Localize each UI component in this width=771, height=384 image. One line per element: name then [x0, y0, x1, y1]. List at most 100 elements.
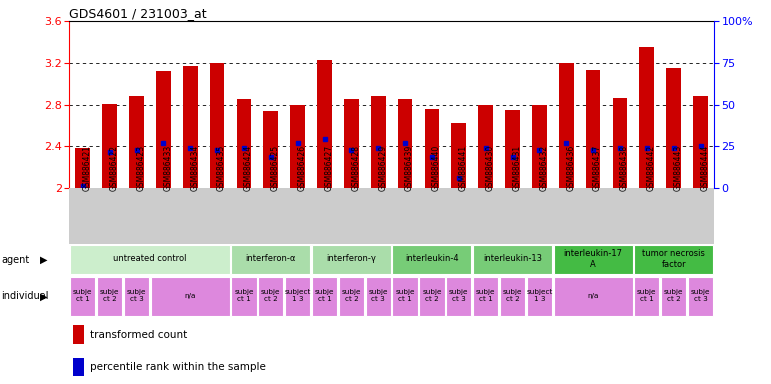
Text: untreated control: untreated control	[113, 255, 187, 263]
Bar	[344, 99, 359, 188]
Text: GSM886431: GSM886431	[513, 145, 521, 191]
Bar	[419, 277, 445, 316]
Text: subje
ct 1: subje ct 1	[73, 289, 93, 302]
Bar	[613, 98, 628, 188]
Text: subje
ct 2: subje ct 2	[261, 289, 281, 302]
Bar	[398, 99, 412, 188]
Bar	[693, 96, 708, 188]
Bar	[338, 277, 364, 316]
Text: GSM886421: GSM886421	[82, 145, 92, 191]
Text: interferon-γ: interferon-γ	[326, 255, 376, 263]
Text: GSM886430: GSM886430	[486, 145, 495, 191]
Bar	[72, 358, 84, 376]
Bar	[237, 99, 251, 188]
Text: GSM886425: GSM886425	[271, 145, 280, 191]
Text: subject
1 3: subject 1 3	[526, 289, 553, 302]
Text: ▶: ▶	[40, 291, 48, 301]
Text: subje
ct 3: subje ct 3	[369, 289, 388, 302]
Text: GSM886424: GSM886424	[244, 145, 253, 191]
Text: subje
ct 2: subje ct 2	[100, 289, 120, 302]
Text: transformed count: transformed count	[90, 329, 187, 339]
Bar	[635, 277, 659, 316]
Bar	[72, 325, 84, 344]
Bar	[285, 277, 310, 316]
Text: GSM886429: GSM886429	[379, 145, 387, 191]
Bar	[76, 149, 90, 188]
Text: GSM886440: GSM886440	[432, 145, 441, 191]
Bar	[425, 109, 439, 188]
Bar	[527, 277, 552, 316]
Bar	[124, 277, 149, 316]
Text: subje
ct 2: subje ct 2	[423, 289, 442, 302]
Text: GSM886427: GSM886427	[325, 145, 334, 191]
Text: n/a: n/a	[588, 293, 599, 299]
Bar	[554, 245, 632, 274]
Text: ▶: ▶	[40, 255, 48, 265]
Text: subje
ct 1: subje ct 1	[315, 289, 335, 302]
Bar	[688, 277, 713, 316]
Text: GSM886437: GSM886437	[593, 145, 602, 191]
Text: individual: individual	[2, 291, 49, 301]
Text: n/a: n/a	[184, 293, 196, 299]
Text: subje
ct 2: subje ct 2	[503, 289, 522, 302]
Text: agent: agent	[2, 255, 30, 265]
Bar	[291, 105, 305, 188]
Bar	[231, 245, 310, 274]
Bar	[151, 277, 230, 316]
Text: interferon-α: interferon-α	[246, 255, 296, 263]
Bar	[559, 63, 574, 188]
Text: GSM886442: GSM886442	[647, 145, 656, 191]
Text: subje
ct 3: subje ct 3	[126, 289, 146, 302]
Text: subje
ct 1: subje ct 1	[476, 289, 496, 302]
Bar	[639, 47, 654, 188]
Text: subje
ct 1: subje ct 1	[637, 289, 657, 302]
Bar	[156, 71, 170, 188]
Text: subje
ct 1: subje ct 1	[396, 289, 415, 302]
Bar	[661, 277, 686, 316]
Text: GSM886434: GSM886434	[190, 145, 199, 191]
Bar	[210, 63, 224, 188]
Text: GSM886435: GSM886435	[217, 145, 226, 191]
Bar	[130, 96, 144, 188]
Bar	[183, 66, 197, 188]
Bar	[473, 277, 498, 316]
Text: GSM886438: GSM886438	[620, 145, 629, 191]
Text: GSM886436: GSM886436	[566, 145, 575, 191]
Bar	[312, 245, 391, 274]
Bar	[505, 110, 520, 188]
Bar	[452, 123, 466, 188]
Bar	[478, 105, 493, 188]
Bar	[70, 277, 96, 316]
Text: subje
ct 1: subje ct 1	[234, 289, 254, 302]
Bar	[635, 245, 713, 274]
Text: GSM886441: GSM886441	[459, 145, 468, 191]
Bar	[554, 277, 632, 316]
Text: subje
ct 2: subje ct 2	[342, 289, 361, 302]
Bar	[312, 277, 337, 316]
Text: tumor necrosis
factor: tumor necrosis factor	[642, 249, 705, 269]
Bar	[666, 68, 681, 188]
Text: subje
ct 3: subje ct 3	[449, 289, 469, 302]
Bar	[103, 104, 117, 188]
Bar	[446, 277, 471, 316]
Bar	[97, 277, 123, 316]
Bar	[231, 277, 257, 316]
Bar	[365, 277, 391, 316]
Bar	[586, 70, 601, 188]
Text: GSM886443: GSM886443	[674, 145, 682, 191]
Bar	[500, 277, 525, 316]
Text: interleukin-17
A: interleukin-17 A	[564, 249, 623, 269]
Bar	[473, 245, 552, 274]
Text: GSM886426: GSM886426	[298, 145, 307, 191]
Text: GSM886439: GSM886439	[405, 145, 414, 191]
Bar	[532, 105, 547, 188]
Text: GSM886444: GSM886444	[701, 145, 709, 191]
Text: GSM886428: GSM886428	[352, 145, 360, 191]
Text: interleukin-13: interleukin-13	[483, 255, 542, 263]
Bar	[317, 60, 332, 188]
Bar	[264, 111, 278, 188]
Bar	[258, 277, 284, 316]
Text: subje
ct 2: subje ct 2	[664, 289, 683, 302]
Text: GDS4601 / 231003_at: GDS4601 / 231003_at	[69, 7, 207, 20]
Text: GSM886433: GSM886433	[163, 145, 173, 191]
